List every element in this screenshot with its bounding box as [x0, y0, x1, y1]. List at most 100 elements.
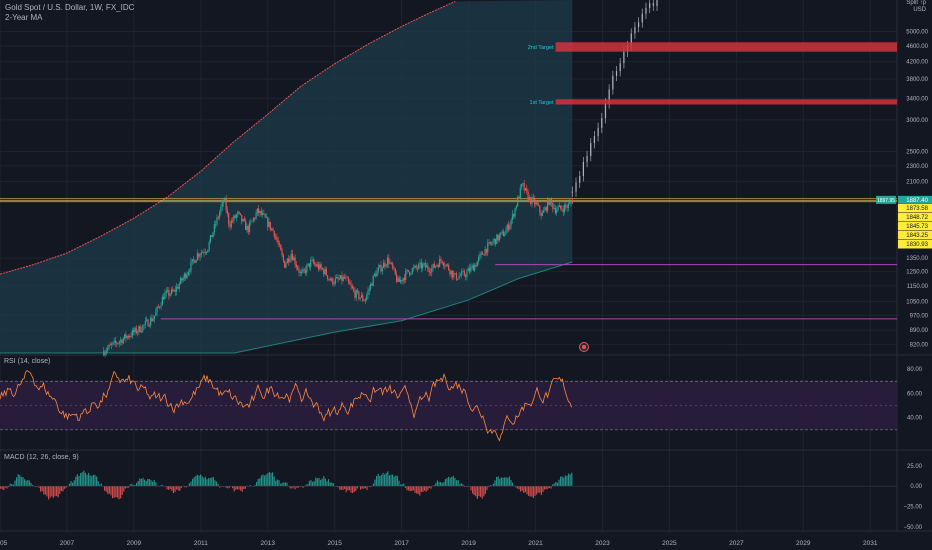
macd-bar — [384, 474, 386, 487]
candle-body — [388, 257, 390, 264]
target-zone[interactable] — [555, 42, 897, 52]
candle-body — [548, 199, 550, 205]
year-tick: 2023 — [595, 540, 610, 547]
candle-body — [235, 214, 238, 218]
candle-body — [449, 270, 451, 275]
candle-body — [432, 263, 434, 269]
candle-body — [396, 274, 398, 282]
macd-bar — [211, 477, 213, 487]
price-tick: 3000.00 — [906, 118, 928, 124]
candle-body — [142, 325, 144, 332]
candle-body — [509, 224, 511, 230]
macd-bar — [116, 486, 118, 498]
macd-bar — [148, 478, 150, 487]
candle-body — [187, 272, 189, 275]
target-zone[interactable] — [555, 99, 897, 105]
macd-bar — [43, 486, 45, 495]
candle-body — [136, 331, 139, 333]
macd-bar — [536, 486, 538, 495]
macd-bar — [89, 475, 91, 487]
symbol-title[interactable]: Gold Spot / U.S. Dollar, 1W, FX_IDC — [5, 3, 135, 12]
candle-body — [478, 257, 480, 262]
candle-body — [301, 271, 303, 273]
time-axis[interactable]: 05 2007 2009 2011 2013 2015 2017 2019 2021 2023 20… — [0, 540, 878, 547]
macd-bar — [542, 486, 544, 493]
macd-bar — [80, 473, 82, 487]
candle-body — [377, 267, 379, 271]
macd-bar — [160, 485, 162, 487]
candle-body — [458, 275, 460, 279]
candle-body — [228, 213, 230, 225]
candle-body — [353, 288, 355, 291]
candle-body — [219, 212, 221, 218]
candle-body — [340, 275, 342, 279]
macd-bar — [292, 486, 294, 488]
macd-bar — [388, 475, 390, 487]
candle-body — [531, 197, 533, 204]
macd-bar — [155, 482, 157, 487]
macd-bar — [396, 475, 398, 487]
macd-bar — [219, 486, 221, 488]
target-zones[interactable]: 2nd Target 1st Target — [528, 42, 897, 106]
candle-body — [190, 261, 192, 272]
macd-bar — [168, 486, 170, 490]
macd-bar — [180, 486, 182, 488]
year-tick: 2013 — [261, 540, 276, 547]
macd-bar — [259, 478, 261, 487]
macd-bar — [188, 483, 190, 487]
candle-body — [562, 209, 564, 213]
level-tag — [898, 222, 932, 231]
price-axis[interactable]: 5000.00 4600.00 4200.00 3800.00 3400.00 3000.… — [903, 30, 928, 531]
macd-bar — [185, 486, 187, 488]
indicator-title[interactable]: 2-Year MA — [5, 13, 43, 22]
candle-body — [422, 264, 424, 269]
replay-icon[interactable] — [579, 342, 589, 352]
macd-bar — [30, 482, 32, 487]
macd-bar — [369, 486, 371, 488]
macd-bar — [27, 480, 29, 487]
candle-body — [324, 268, 326, 275]
candle-body — [346, 277, 348, 279]
candle-body — [200, 252, 202, 255]
candle-body — [155, 311, 157, 316]
candle-body — [163, 296, 165, 300]
macd-bar — [552, 484, 554, 487]
candle-body — [515, 206, 517, 209]
macd-bar — [76, 474, 78, 487]
macd-bar — [153, 480, 155, 487]
candle-body — [140, 331, 143, 333]
macd-bar — [366, 486, 368, 490]
macd-bar — [184, 486, 186, 488]
macd-bar — [257, 479, 259, 487]
candle-body — [550, 198, 553, 203]
macd-bar — [478, 486, 480, 497]
macd-bar — [520, 486, 522, 492]
projection-body — [579, 176, 581, 183]
candle-body — [159, 306, 161, 308]
candle-body — [264, 214, 266, 218]
candle-body — [411, 268, 413, 274]
candle-body — [272, 228, 274, 232]
candle-body — [368, 288, 370, 291]
candle-body — [412, 267, 415, 269]
candle-body — [543, 210, 545, 214]
macd-bar — [238, 486, 240, 490]
macd-bar — [212, 477, 214, 487]
macd-bar — [560, 476, 562, 487]
candle-body — [407, 269, 409, 272]
axis-scale-header[interactable]: Split ↑p USD — [906, 0, 926, 14]
macd-bar — [566, 475, 568, 487]
macd-bar — [129, 484, 131, 487]
candle-body — [345, 277, 347, 279]
candle-body — [192, 259, 195, 261]
macd-bar — [548, 486, 550, 488]
pane-titles: RSI (14, close) MACD (12, 26, close, 9) — [4, 358, 79, 461]
macd-bar — [152, 481, 154, 487]
macd-bar — [78, 476, 80, 487]
macd-bar — [190, 481, 192, 487]
candle-body — [199, 254, 201, 257]
macd-bar — [523, 486, 525, 493]
candle-body — [557, 207, 559, 211]
candle-body — [493, 238, 495, 242]
